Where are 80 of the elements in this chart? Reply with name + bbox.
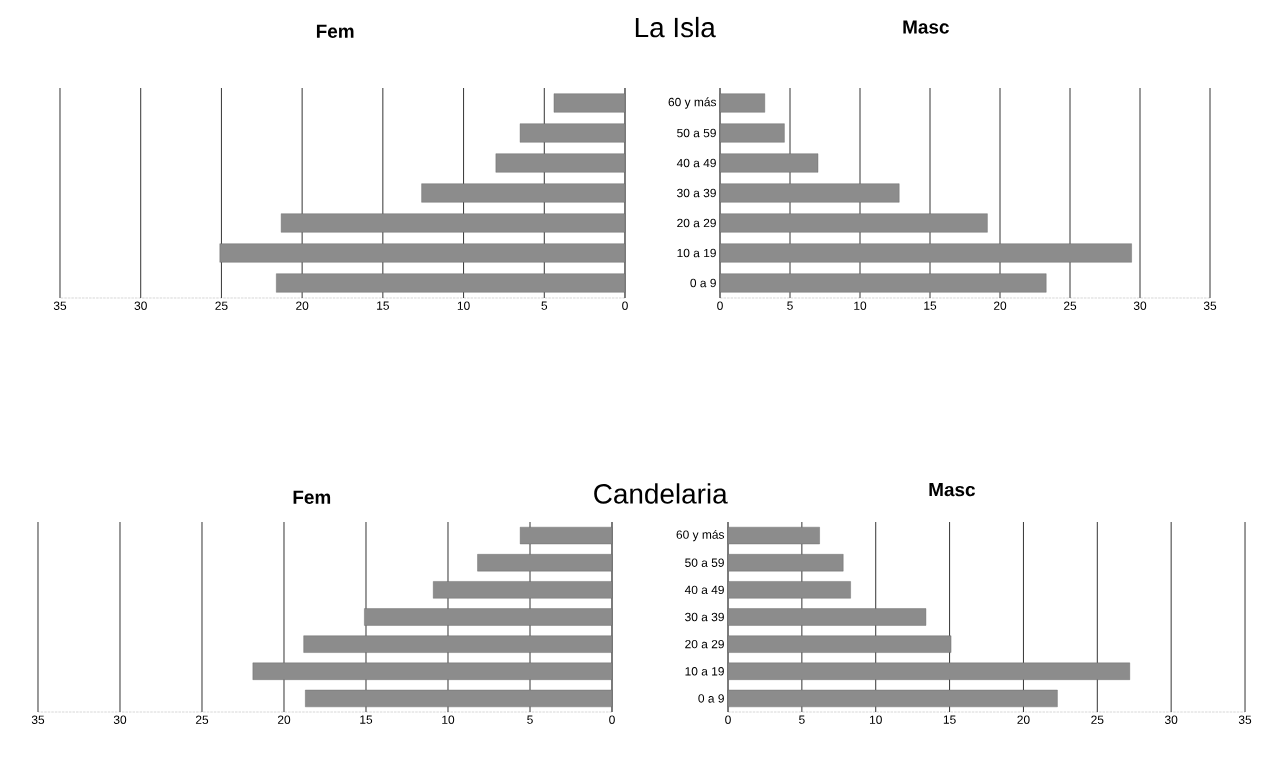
x-tick-label: 5: [799, 715, 805, 724]
x-tick-label: 15: [377, 301, 389, 310]
x-tick-label: 10: [442, 715, 455, 724]
x-tick-label: 0: [609, 715, 615, 724]
y-tick-label: 10 a 19: [685, 667, 724, 676]
y-tick-label: 0 a 9: [698, 694, 724, 703]
bar: [719, 183, 900, 203]
bar: [719, 273, 1047, 293]
x-tick-label: 25: [195, 715, 209, 724]
x-tick-label: 30: [113, 715, 127, 724]
text: Fem: [316, 24, 354, 38]
x-tick-label: 20: [277, 715, 291, 724]
x-tick-label: 10: [457, 301, 470, 310]
x-tick-label: 35: [1203, 301, 1217, 310]
bar: [727, 608, 927, 626]
bar: [276, 273, 626, 293]
bar: [719, 243, 1132, 263]
bar: [280, 213, 626, 233]
x-tick-label: 15: [924, 301, 937, 310]
chart-title: Candelaria: [594, 483, 728, 504]
bar: [477, 554, 613, 572]
text: Masc: [903, 20, 949, 34]
bar: [719, 213, 988, 233]
y-tick-label: 60 y más: [676, 529, 725, 542]
bar: [433, 581, 613, 599]
bar: [364, 608, 613, 626]
bar: [719, 123, 785, 143]
bar: [553, 93, 626, 113]
y-tick-label: 40 a 49: [684, 585, 724, 595]
bar: [421, 183, 626, 203]
y-tick-label: 30 a 39: [685, 612, 724, 622]
bar: [727, 635, 952, 653]
x-tick-label: 35: [1238, 715, 1252, 724]
x-tick-label: 20: [1017, 715, 1030, 724]
text: Masc: [929, 483, 975, 497]
bar: [719, 93, 766, 113]
y-tick-label: 40 a 49: [676, 158, 716, 168]
bar: [303, 635, 613, 653]
bar: [719, 153, 819, 173]
bar: [495, 153, 626, 173]
y-tick-label: 0 a 9: [690, 278, 716, 288]
y-tick-label: 50 a 59: [685, 558, 724, 567]
x-tick-label: 35: [31, 715, 45, 724]
chart-title: La Isla: [635, 16, 716, 38]
bar: [727, 689, 1058, 708]
x-tick-label: 20: [993, 301, 1007, 310]
bar: [727, 554, 844, 572]
x-tick-label: 30: [1133, 301, 1147, 310]
x-tick-label: 5: [527, 715, 533, 724]
bar: [252, 662, 613, 680]
x-tick-label: 25: [215, 301, 228, 310]
x-tick-label: 5: [541, 301, 548, 310]
x-tick-label: 25: [1063, 301, 1077, 310]
x-tick-label: 5: [787, 301, 793, 310]
bar: [305, 689, 613, 708]
y-tick-label: 20 a 29: [677, 218, 716, 228]
y-tick-label: 30 a 39: [677, 188, 716, 198]
x-tick-label: 10: [869, 715, 882, 724]
x-tick-label: 0: [725, 715, 731, 724]
y-tick-label: 50 a 59: [677, 128, 716, 138]
x-tick-label: 30: [134, 301, 147, 310]
text: Fem: [293, 490, 331, 504]
x-tick-label: 30: [1164, 715, 1178, 724]
bar: [727, 662, 1130, 680]
bar: [219, 243, 626, 263]
x-tick-label: 20: [296, 301, 309, 310]
y-tick-label: 60 y más: [668, 97, 717, 109]
bar: [727, 581, 851, 599]
y-tick-label: 10 a 19: [677, 248, 716, 258]
bar: [727, 526, 820, 545]
bar: [519, 526, 613, 545]
x-tick-label: 15: [360, 715, 373, 724]
x-tick-label: 15: [943, 715, 956, 724]
x-tick-label: 0: [717, 301, 723, 310]
x-tick-label: 0: [622, 301, 628, 310]
bar: [519, 123, 626, 143]
x-tick-label: 25: [1091, 715, 1104, 724]
x-tick-label: 10: [854, 301, 867, 310]
y-tick-label: 20 a 29: [685, 639, 724, 649]
x-tick-label: 35: [53, 301, 67, 310]
